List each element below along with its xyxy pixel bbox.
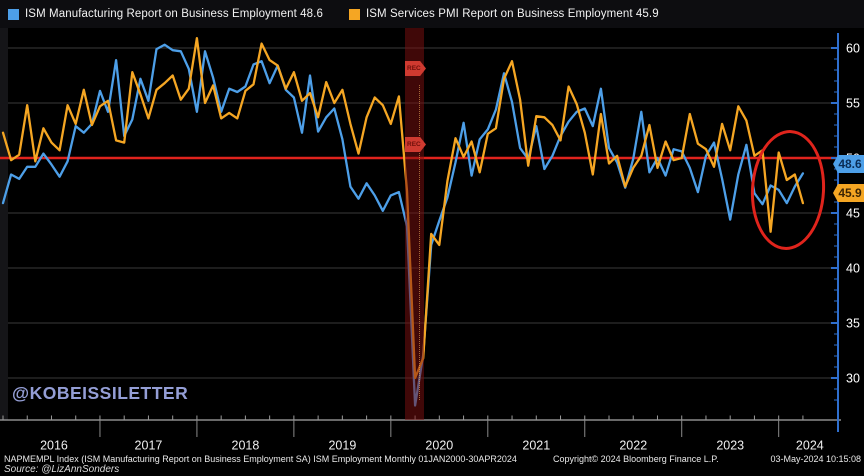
y-tick-label-30: 30 (846, 372, 860, 386)
watermark: @KOBEISSILETTER (12, 383, 189, 403)
year-label-2016: 2016 (40, 438, 68, 452)
recession-dotted-line (419, 85, 420, 400)
recession-flag-1: REC (405, 137, 426, 152)
legend-item-0: ISM Manufacturing Report on Business Emp… (8, 8, 323, 20)
y-tick-label-60: 60 (846, 42, 860, 56)
manufacturing-line (1, 43, 805, 407)
y-tick-label-35: 35 (846, 317, 860, 331)
year-label-2020: 2020 (425, 438, 453, 452)
y-tick-label-45: 45 (846, 207, 860, 221)
legend-swatch-icon (348, 8, 360, 20)
year-label-2018: 2018 (232, 438, 260, 452)
recession-flag-0: REC (405, 61, 426, 76)
year-label-2021: 2021 (522, 438, 550, 452)
legend-bar: ISM Manufacturing Report on Business Emp… (0, 0, 864, 28)
copyright-text: Copyright© 2024 Bloomberg Finance L.P. (553, 454, 719, 464)
services-last-value-badge: 45.9 (833, 184, 864, 202)
year-label-2017: 2017 (135, 438, 163, 452)
legend-item-1: ISM Services PMI Report on Business Empl… (348, 8, 659, 20)
legend-swatch-icon (8, 8, 19, 20)
manufacturing-last-value-badge: 48.6 (833, 155, 864, 173)
year-label-2019: 2019 (328, 438, 356, 452)
legend-label: ISM Manufacturing Report on Business Emp… (25, 8, 323, 20)
year-label-2024: 2024 (796, 438, 824, 452)
y-tick-label-40: 40 (846, 262, 860, 276)
ticker-description: NAPMEMPL Index (ISM Manufacturing Report… (4, 454, 517, 464)
plot-left-margin (0, 28, 8, 420)
legend-label: ISM Services PMI Report on Business Empl… (365, 8, 659, 20)
source-credit: Source: @LizAnnSonders (4, 464, 120, 475)
y-tick-label-55: 55 (846, 97, 860, 111)
services-line (1, 36, 805, 380)
year-label-2022: 2022 (619, 438, 647, 452)
timestamp: 03-May-2024 10:15:08 (770, 454, 861, 464)
year-label-2023: 2023 (716, 438, 744, 452)
